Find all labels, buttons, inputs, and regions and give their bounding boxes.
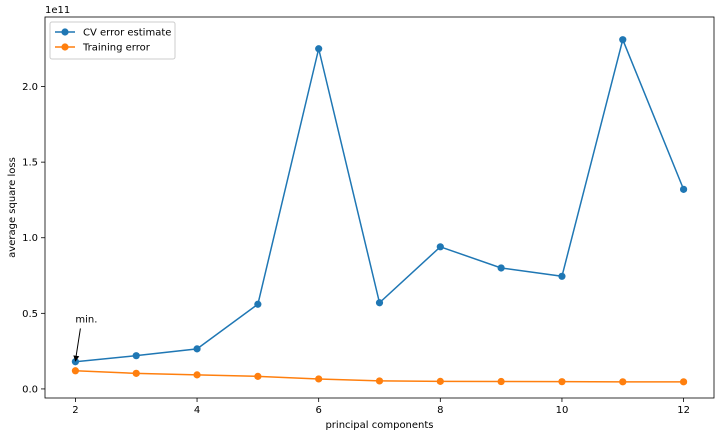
data-point [679,185,688,193]
legend-label: CV error estimate [83,28,171,39]
x-axis-ticks: 2 4 6 8 10 12 [72,398,690,416]
data-point [254,300,262,308]
data-point [193,345,201,353]
data-point [132,352,140,360]
data-point [497,264,505,272]
data-point [375,299,384,307]
data-point [132,369,140,377]
data-point [71,367,80,375]
x-tick-label: 2 [72,405,78,416]
y-tick-label: 0.0 [22,384,38,395]
legend-marker [61,43,69,51]
x-tick-label: 10 [556,405,569,416]
annotation: min. [73,314,97,362]
x-tick-label: 12 [677,405,690,416]
data-point [679,378,688,386]
series-line [75,37,685,363]
y-axis-label: average square loss [7,157,18,258]
data-point [619,378,627,386]
data-point [436,377,444,385]
legend-box [49,21,176,60]
axes-frame [44,16,715,399]
x-tick-label: 4 [194,405,200,416]
legend: CV error estimate Training error [49,21,176,60]
data-point [436,243,444,251]
y-axis-ticks: 0.0 0.5 1.0 1.5 2.0 [22,82,45,395]
legend-marker [61,28,69,36]
data-point [254,372,262,380]
annotation-arrow-shaft [74,328,81,361]
data-point [558,378,566,386]
x-axis-label: principal components [325,420,433,431]
data-point [315,375,323,383]
series-training-error [71,367,688,386]
y-tick-label: 0.5 [22,309,38,320]
y-tick-label: 1.5 [22,158,38,169]
data-point [619,36,627,44]
annotation-text: min. [75,314,97,325]
series-cv-error [71,36,688,366]
data-point [497,377,505,386]
y-tick-label: 1.0 [22,233,38,244]
data-point [193,371,201,379]
x-tick-label: 6 [315,405,321,416]
y-tick-label: 2.0 [22,82,38,93]
plot-area-border [44,16,715,399]
data-point [558,272,566,280]
data-point [375,377,384,385]
x-tick-label: 8 [437,405,443,416]
annotation-arrow-head [73,355,80,362]
data-point [315,45,323,53]
y-axis-offset-label: 1e11 [45,5,70,16]
legend-label: Training error [82,43,151,54]
series-layer [71,36,688,386]
